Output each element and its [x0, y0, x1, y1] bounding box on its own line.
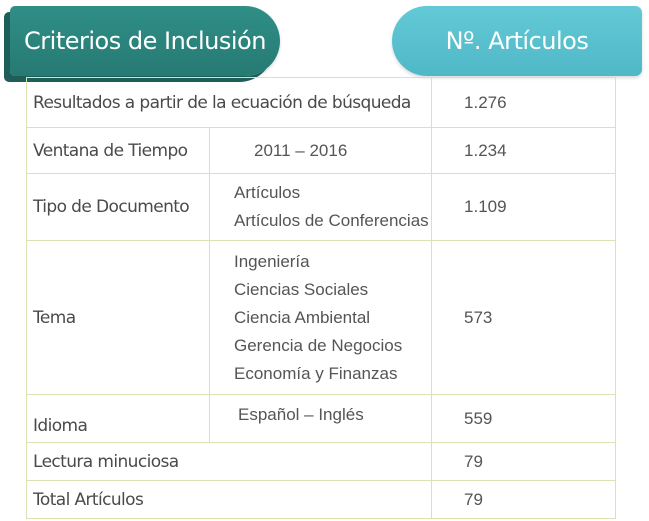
article-count: 559 [431, 394, 617, 443]
header-articulos: Nº. Artículos [392, 6, 642, 76]
criteria-label: Lectura minuciosa [25, 442, 433, 481]
table-row: Total Artículos 79 [25, 480, 617, 519]
detail-item: Ciencias Sociales [234, 279, 369, 299]
detail-item: Gerencia de Negocios [234, 335, 403, 355]
article-count: 573 [431, 240, 617, 395]
article-count: 79 [431, 480, 617, 519]
detail-item: Artículos [234, 183, 301, 202]
criteria-detail: Artículos Artículos de Conferencias [208, 173, 433, 241]
detail-item: Economía y Finanzas [234, 363, 398, 383]
criteria-detail: 2011 – 2016 [208, 127, 433, 174]
detail-item: Ingeniería [234, 251, 310, 271]
article-count: 79 [431, 442, 617, 481]
criteria-label: Resultados a partir de la ecuación de bú… [25, 77, 433, 128]
criteria-label: Tipo de Documento [26, 173, 210, 241]
table-row: Ventana de Tiempo 2011 – 2016 1.234 [26, 127, 617, 174]
detail-item: Ciencia Ambiental [234, 307, 371, 327]
table-row: Resultados a partir de la ecuación de bú… [25, 77, 617, 128]
detail-item: Artículos de Conferencias [234, 211, 429, 230]
inclusion-criteria-table: Resultados a partir de la ecuación de bú… [25, 77, 617, 519]
table-row: Tipo de Documento Artículos Artículos de… [26, 173, 617, 241]
table-row: Lectura minuciosa 79 [25, 442, 617, 481]
criteria-label: Tema [26, 240, 210, 395]
criteria-detail: Ingeniería Ciencias Sociales Ciencia Amb… [208, 240, 433, 395]
criteria-label: Idioma [26, 394, 210, 443]
criteria-detail: Español – Inglés [208, 394, 433, 443]
header-criterios: Criterios de Inclusión [10, 6, 280, 76]
criteria-label: Ventana de Tiempo [26, 127, 210, 174]
header-criterios-label: Criterios de Inclusión [24, 27, 266, 55]
article-count: 1.234 [431, 127, 617, 174]
criteria-label: Total Artículos [25, 480, 433, 519]
article-count: 1.276 [431, 77, 617, 128]
table-row: Idioma Español – Inglés 559 [26, 394, 617, 443]
table-row: Tema Ingeniería Ciencias Sociales Cienci… [26, 240, 617, 395]
article-count: 1.109 [431, 173, 617, 241]
header-articulos-label: Nº. Artículos [445, 27, 589, 55]
